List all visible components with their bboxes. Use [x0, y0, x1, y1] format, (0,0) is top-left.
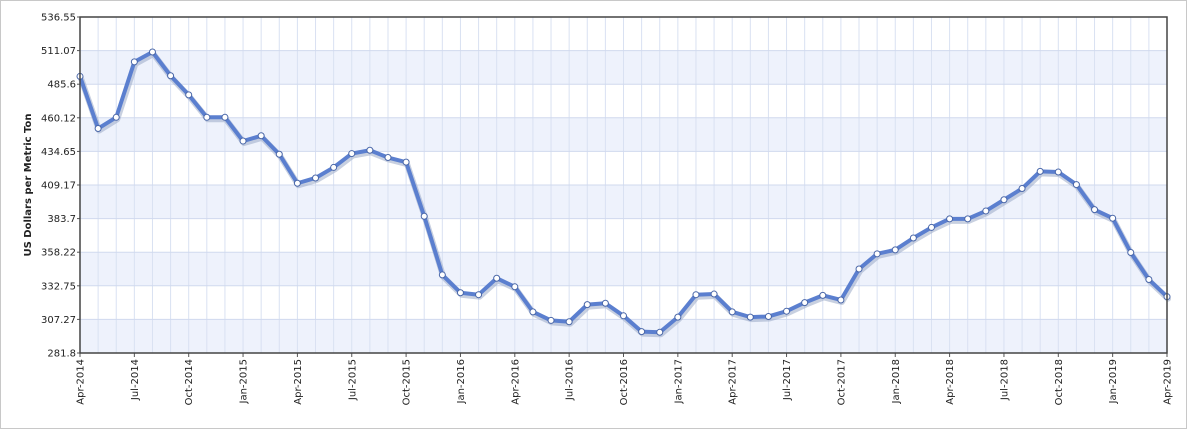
data-point[interactable]: [239, 137, 247, 145]
data-point[interactable]: [130, 58, 138, 66]
data-point[interactable]: [257, 132, 265, 140]
data-point[interactable]: [565, 318, 573, 326]
x-tick-label: Jul-2015: [347, 359, 358, 401]
y-tick-label: 409.17: [41, 181, 76, 192]
data-point[interactable]: [891, 246, 899, 254]
data-point[interactable]: [1091, 206, 1099, 214]
data-point[interactable]: [638, 328, 646, 336]
x-tick-label: Jul-2018: [999, 359, 1010, 401]
x-tick-label: Jul-2017: [782, 359, 793, 401]
data-point[interactable]: [275, 150, 283, 158]
data-point[interactable]: [746, 313, 754, 321]
plot-frame: [79, 16, 1168, 354]
data-point[interactable]: [420, 212, 428, 220]
data-point[interactable]: [493, 274, 501, 282]
data-point[interactable]: [692, 291, 700, 299]
data-point[interactable]: [547, 316, 555, 324]
data-point[interactable]: [221, 113, 229, 121]
data-point[interactable]: [438, 271, 446, 279]
series-group: [76, 48, 1171, 338]
data-point[interactable]: [982, 207, 990, 215]
data-point[interactable]: [456, 289, 464, 297]
y-tick-label: 281.8: [47, 349, 76, 360]
y-axis-label: US Dollars per Metric Ton: [23, 113, 34, 256]
x-tick-label: Apr-2019: [1163, 359, 1174, 405]
x-tick-label: Jan-2017: [673, 359, 684, 404]
x-tick-label: Jan-2016: [456, 359, 467, 404]
data-point[interactable]: [601, 299, 609, 307]
x-tick-label: Oct-2015: [402, 359, 413, 405]
data-point[interactable]: [1109, 214, 1117, 222]
y-tick-label: 383.7: [47, 214, 76, 225]
data-point[interactable]: [710, 290, 718, 298]
x-tick-label: Apr-2017: [728, 359, 739, 405]
y-tick-label: 307.27: [41, 315, 76, 326]
data-point[interactable]: [185, 91, 193, 99]
data-point[interactable]: [148, 48, 156, 56]
data-point[interactable]: [927, 223, 935, 231]
x-tick-label: Jul-2016: [565, 359, 576, 401]
data-point[interactable]: [783, 307, 791, 315]
data-point[interactable]: [384, 154, 392, 162]
data-point[interactable]: [873, 250, 881, 258]
data-point[interactable]: [656, 328, 664, 336]
x-tick-label: Jan-2018: [891, 359, 902, 404]
data-point[interactable]: [801, 299, 809, 307]
data-point[interactable]: [348, 150, 356, 158]
data-point[interactable]: [112, 113, 120, 121]
x-tick-label: Apr-2016: [510, 359, 521, 405]
data-point[interactable]: [728, 308, 736, 316]
data-point[interactable]: [1036, 167, 1044, 175]
x-tick-label: Apr-2015: [293, 359, 304, 405]
data-point[interactable]: [330, 163, 338, 171]
data-point[interactable]: [964, 215, 972, 223]
data-point[interactable]: [366, 146, 374, 154]
grid-lines: [79, 16, 1168, 354]
y-axis-ticks: 536.55 511.07 485.6 460.12 434.65 409.17 383.7…: [41, 13, 80, 360]
data-point[interactable]: [837, 296, 845, 304]
data-point[interactable]: [203, 113, 211, 121]
data-point[interactable]: [529, 308, 537, 316]
y-tick-label: 358.22: [41, 248, 76, 259]
y-tick-label: 434.65: [41, 147, 76, 158]
x-tick-label: Oct-2017: [836, 359, 847, 405]
data-point[interactable]: [402, 158, 410, 166]
data-point[interactable]: [583, 301, 591, 309]
x-tick-label: Apr-2014: [76, 359, 87, 405]
data-point[interactable]: [293, 179, 301, 187]
x-tick-label: Oct-2014: [184, 359, 195, 405]
data-point[interactable]: [475, 291, 483, 299]
x-tick-label: Jan-2019: [1108, 359, 1119, 404]
x-tick-label: Apr-2018: [945, 359, 956, 405]
y-tick-label: 332.75: [41, 281, 76, 292]
y-tick-label: 536.55: [41, 13, 76, 24]
data-point[interactable]: [167, 72, 175, 80]
data-point[interactable]: [94, 125, 102, 133]
data-point[interactable]: [1054, 168, 1062, 176]
data-point[interactable]: [1145, 276, 1153, 284]
data-point[interactable]: [1018, 185, 1026, 193]
data-point[interactable]: [1072, 181, 1080, 189]
data-point[interactable]: [312, 174, 320, 182]
data-point[interactable]: [674, 313, 682, 321]
x-tick-label: Oct-2018: [1054, 359, 1065, 405]
x-tick-label: Jul-2014: [130, 359, 141, 401]
x-tick-label: Jan-2015: [239, 359, 250, 404]
data-point[interactable]: [764, 312, 772, 320]
data-point[interactable]: [819, 291, 827, 299]
data-point[interactable]: [620, 312, 627, 320]
x-tick-label: Oct-2016: [619, 359, 630, 405]
data-point[interactable]: [1127, 248, 1135, 256]
data-point[interactable]: [855, 265, 863, 273]
data-point[interactable]: [946, 215, 954, 223]
data-point[interactable]: [909, 234, 917, 242]
x-axis-ticks: Apr-2014 Jul-2014 Oct-2014 Jan-2015 Apr-2015…: [76, 353, 1174, 405]
data-point[interactable]: [511, 283, 519, 291]
data-point[interactable]: [1000, 196, 1008, 204]
y-tick-label: 485.6: [47, 80, 76, 91]
y-tick-label: 460.12: [41, 113, 76, 124]
y-tick-label: 511.07: [41, 46, 76, 57]
